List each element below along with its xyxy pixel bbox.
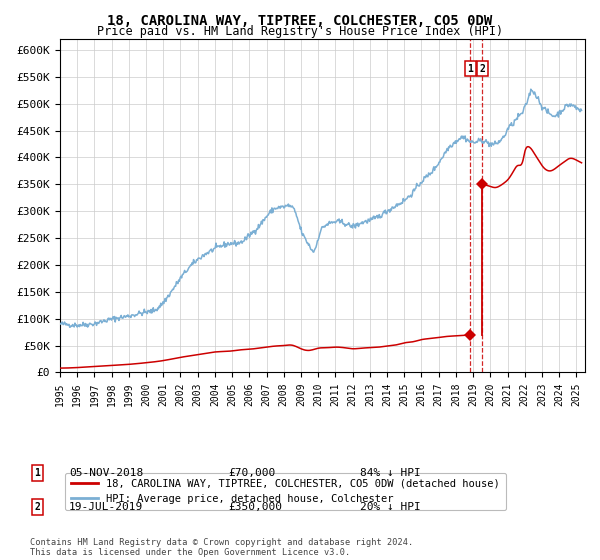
Text: Contains HM Land Registry data © Crown copyright and database right 2024.
This d: Contains HM Land Registry data © Crown c… — [30, 538, 413, 557]
Text: 2: 2 — [34, 502, 40, 512]
Text: 18, CAROLINA WAY, TIPTREE, COLCHESTER, CO5 0DW: 18, CAROLINA WAY, TIPTREE, COLCHESTER, C… — [107, 14, 493, 28]
Text: Price paid vs. HM Land Registry's House Price Index (HPI): Price paid vs. HM Land Registry's House … — [97, 25, 503, 38]
Text: £70,000: £70,000 — [228, 468, 275, 478]
Text: 20% ↓ HPI: 20% ↓ HPI — [360, 502, 421, 512]
Text: 05-NOV-2018: 05-NOV-2018 — [69, 468, 143, 478]
Text: 84% ↓ HPI: 84% ↓ HPI — [360, 468, 421, 478]
Text: 2: 2 — [479, 64, 485, 74]
Text: 1: 1 — [467, 64, 473, 74]
Text: 1: 1 — [34, 468, 40, 478]
Text: £350,000: £350,000 — [228, 502, 282, 512]
Legend: 18, CAROLINA WAY, TIPTREE, COLCHESTER, CO5 0DW (detached house), HPI: Average pr: 18, CAROLINA WAY, TIPTREE, COLCHESTER, C… — [65, 473, 506, 510]
Text: 19-JUL-2019: 19-JUL-2019 — [69, 502, 143, 512]
